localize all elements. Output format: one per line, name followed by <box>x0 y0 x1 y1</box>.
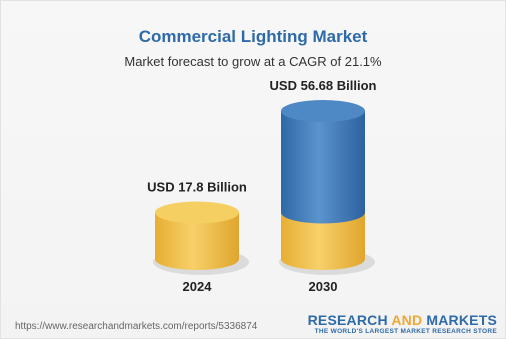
research-and-markets-logo: RESEARCH AND MARKETS THE WORLD'S LARGEST… <box>308 313 497 336</box>
logo-wordmark: RESEARCH AND MARKETS <box>307 312 497 328</box>
source-url[interactable]: https://www.researchandmarkets.com/repor… <box>15 321 258 332</box>
bar-growth-segment <box>281 100 365 224</box>
bar-base-segment <box>281 212 365 270</box>
logo-tagline: THE WORLD'S LARGEST MARKET RESEARCH STOR… <box>314 328 497 335</box>
category-label: 2030 <box>309 279 338 294</box>
value-label: USD 17.8 Billion <box>147 180 247 195</box>
category-label: 2024 <box>183 279 213 294</box>
bar-base-segment <box>155 201 239 270</box>
chart-subtitle: Market forecast to grow at a CAGR of 21.… <box>124 54 382 69</box>
chart-title: Commercial Lighting Market <box>138 27 368 46</box>
value-label: USD 56.68 Billion <box>270 78 377 93</box>
